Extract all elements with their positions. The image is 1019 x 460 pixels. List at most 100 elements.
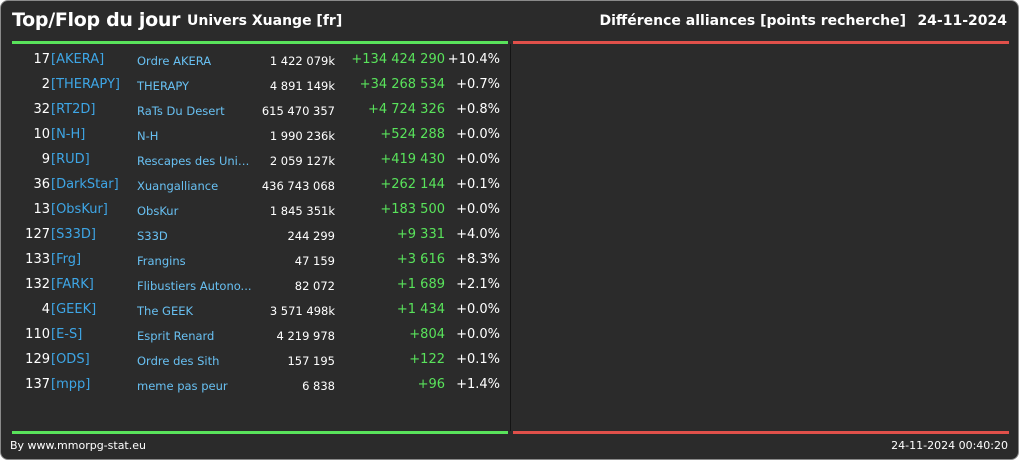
table-row: 137 [mpp] meme pas peur 6 838 +96 +1.4%: [12, 374, 508, 399]
alliance-rank: 129: [25, 352, 50, 367]
header: Top/Flop du jour Univers Xuange [fr] Dif…: [1, 1, 1018, 41]
table-row: 2 [THERAPY] THERAPY 4 891 149k +34 268 534 +0…: [12, 74, 508, 99]
alliance-points: 244 299: [287, 229, 335, 243]
alliance-points: 4 219 978: [276, 329, 335, 343]
percent-change: +1.4%: [456, 377, 500, 392]
alliance-name-link[interactable]: meme pas peur: [137, 379, 228, 393]
alliance-points: 2 059 127k: [269, 154, 335, 168]
alliance-points: 4 891 149k: [269, 79, 335, 93]
alliance-tag-link[interactable]: [RT2D]: [51, 102, 96, 117]
alliance-rank: 133: [25, 252, 50, 267]
page-title: Top/Flop du jour: [12, 9, 181, 31]
alliance-name-link[interactable]: Ordre des Sith: [137, 354, 220, 368]
credit-link[interactable]: By www.mmorpg-stat.eu: [10, 439, 146, 452]
points-difference: +1 434: [396, 302, 445, 317]
points-difference: +134 424 290: [351, 52, 445, 67]
column-divider: [510, 44, 511, 431]
alliance-name-link[interactable]: Ordre AKERA: [137, 54, 212, 68]
percent-change: +0.8%: [456, 102, 500, 117]
alliance-name-link[interactable]: RaTs Du Desert: [137, 104, 225, 118]
alliance-name-link[interactable]: ObsKur: [137, 204, 179, 218]
alliance-tag-link[interactable]: [mpp]: [51, 377, 91, 392]
percent-change: +2.1%: [456, 277, 500, 292]
alliance-tag-link[interactable]: [Frg]: [51, 252, 82, 267]
percent-change: +0.0%: [456, 327, 500, 342]
alliance-name-link[interactable]: Flibustiers Autono...: [137, 279, 252, 293]
alliance-rank: 13: [33, 202, 50, 217]
table-row: 9 [RUD] Rescapes des Univ... 2 059 127k +419…: [12, 149, 508, 174]
alliance-points: 157 195: [287, 354, 335, 368]
table-row: 127 [S33D] S33D 244 299 +9 331 +4.0%: [12, 224, 508, 249]
table-row: 32 [RT2D] RaTs Du Desert 615 470 357 +4 724 …: [12, 99, 508, 124]
date-label: 24-11-2024: [917, 13, 1007, 29]
alliance-rank: 110: [25, 327, 50, 342]
alliance-tag-link[interactable]: [DarkStar]: [51, 177, 119, 192]
alliance-name-link[interactable]: Esprit Renard: [137, 329, 215, 343]
percent-change: +0.0%: [456, 152, 500, 167]
alliance-points: 1 845 351k: [269, 204, 335, 218]
percent-change: +10.4%: [447, 52, 500, 67]
table-row: 133 [Frg] Frangins 47 159 +3 616 +8.3%: [12, 249, 508, 274]
points-difference: +524 288: [380, 127, 445, 142]
table-row: 17 [AKERA] Ordre AKERA 1 422 079k +134 424 2…: [12, 49, 508, 74]
alliance-tag-link[interactable]: [S33D]: [51, 227, 96, 242]
top-accent-bar: [12, 41, 508, 44]
alliance-tag-link[interactable]: [FARK]: [51, 277, 94, 292]
points-difference: +262 144: [380, 177, 445, 192]
points-difference: +804: [409, 327, 445, 342]
table-row: 4 [GEEK] The GEEK 3 571 498k +1 434 +0.0%: [12, 299, 508, 324]
percent-change: +0.0%: [456, 202, 500, 217]
universe-label: Univers Xuange [fr]: [187, 13, 343, 29]
alliance-name-link[interactable]: N-H: [137, 129, 159, 143]
alliance-points: 436 743 068: [261, 179, 335, 193]
alliance-rank: 127: [25, 227, 50, 242]
table-row: 36 [DarkStar] Xuangalliance 436 743 068 +262…: [12, 174, 508, 199]
table-row: 10 [N-H] N-H 1 990 236k +524 288 +0.0%: [12, 124, 508, 149]
alliance-rank: 4: [41, 302, 50, 317]
alliance-name-link[interactable]: THERAPY: [137, 79, 190, 93]
percent-change: +0.1%: [456, 177, 500, 192]
alliance-name-link[interactable]: Frangins: [137, 254, 186, 268]
alliance-points: 1 990 236k: [269, 129, 335, 143]
alliance-name-link[interactable]: The GEEK: [137, 304, 194, 318]
percent-change: +8.3%: [456, 252, 500, 267]
alliance-tag-link[interactable]: [ObsKur]: [51, 202, 108, 217]
table-row: 13 [ObsKur] ObsKur 1 845 351k +183 500 +0.0%: [12, 199, 508, 224]
points-difference: +34 268 534: [359, 77, 445, 92]
alliance-tag-link[interactable]: [AKERA]: [51, 52, 105, 67]
points-difference: +122: [409, 352, 445, 367]
alliance-tag-link[interactable]: [ODS]: [51, 352, 90, 367]
flop-accent-bar-bottom: [513, 431, 1009, 434]
alliance-name-link[interactable]: Rescapes des Univ...: [137, 154, 253, 168]
alliance-rank: 2: [41, 77, 50, 92]
alliance-tag-link[interactable]: [N-H]: [51, 127, 86, 142]
alliance-rank: 132: [25, 277, 50, 292]
percent-change: +0.0%: [456, 302, 500, 317]
alliance-tag-link[interactable]: [THERAPY]: [51, 77, 120, 92]
percent-change: +0.7%: [456, 77, 500, 92]
alliance-tag-link[interactable]: [RUD]: [51, 152, 90, 167]
alliance-points: 47 159: [294, 254, 335, 268]
points-difference: +1 689: [396, 277, 445, 292]
alliance-points: 6 838: [302, 379, 335, 393]
alliance-rank: 17: [33, 52, 50, 67]
alliance-points: 615 470 357: [261, 104, 335, 118]
table-row: 132 [FARK] Flibustiers Autono... 82 072 +1 6…: [12, 274, 508, 299]
alliance-points: 1 422 079k: [269, 54, 335, 68]
alliance-name-link[interactable]: S33D: [137, 229, 168, 243]
alliance-tag-link[interactable]: [GEEK]: [51, 302, 97, 317]
alliance-name-link[interactable]: Xuangalliance: [137, 179, 219, 193]
alliance-points: 3 571 498k: [269, 304, 335, 318]
alliance-tag-link[interactable]: [E-S]: [51, 327, 83, 342]
points-difference: +419 430: [380, 152, 445, 167]
percent-change: +4.0%: [456, 227, 500, 242]
table-row: 110 [E-S] Esprit Renard 4 219 978 +804 +0.0%: [12, 324, 508, 349]
category-label: Différence alliances [points recherche]: [599, 13, 906, 29]
alliance-rank: 9: [41, 152, 50, 167]
points-difference: +96: [417, 377, 445, 392]
top-accent-bar-bottom: [12, 431, 508, 434]
percent-change: +0.0%: [456, 127, 500, 142]
percent-change: +0.1%: [456, 352, 500, 367]
timestamp: 24-11-2024 00:40:20: [891, 439, 1008, 452]
